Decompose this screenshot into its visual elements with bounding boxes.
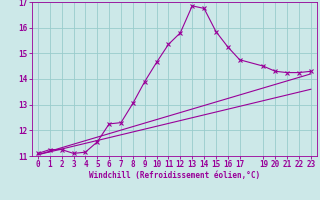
X-axis label: Windchill (Refroidissement éolien,°C): Windchill (Refroidissement éolien,°C): [89, 171, 260, 180]
